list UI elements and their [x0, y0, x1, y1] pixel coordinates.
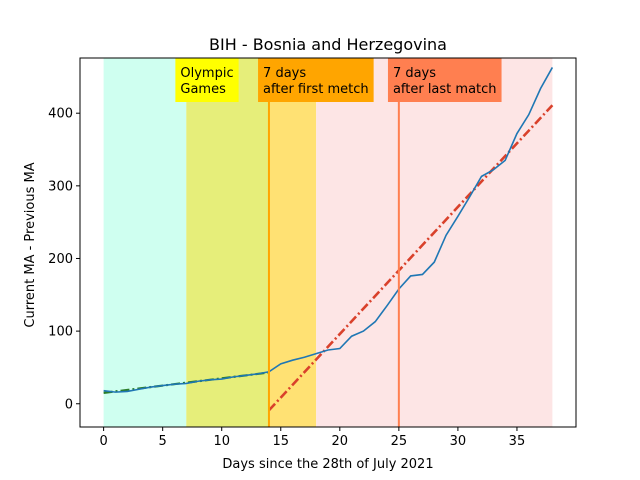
x-axis-label: Days since the 28th of July 2021 — [222, 457, 433, 472]
plot-frame — [79, 57, 577, 428]
y-tick-label: 300 — [48, 179, 73, 194]
x-tick-label: 5 — [159, 434, 167, 449]
band-3 — [316, 58, 553, 427]
y-tick-label: 200 — [48, 252, 73, 267]
y-axis-label: Current MA - Previous MA — [23, 162, 38, 327]
x-tick-label: 25 — [391, 434, 408, 449]
x-tick-label: 35 — [509, 434, 526, 449]
y-tick-label: 100 — [48, 325, 73, 340]
annotation-2-line-0: 7 days — [393, 66, 436, 81]
x-tick-label: 20 — [332, 434, 349, 449]
chart-title: BIH - Bosnia and Herzegovina — [209, 35, 447, 54]
y-tick-label: 0 — [65, 397, 73, 412]
x-tick-label: 30 — [450, 434, 467, 449]
y-tick-label: 400 — [48, 107, 73, 122]
data-series — [103, 67, 554, 393]
annotation-0-line-0: Olympic — [180, 66, 233, 81]
background-bands — [103, 58, 553, 427]
band-1 — [186, 58, 269, 427]
band-0 — [103, 58, 187, 427]
y-axis-ticks: 0 100 200 300 400 — [48, 107, 80, 412]
x-tick-label: 15 — [272, 434, 289, 449]
series-line — [103, 67, 554, 393]
x-axis-ticks: 0 5 10 15 20 25 30 35 — [99, 427, 525, 449]
annotation-1-box — [258, 58, 374, 102]
annotation-0-line-1: Games — [180, 82, 226, 97]
event-lines — [267, 58, 400, 427]
x-tick-label: 0 — [99, 434, 107, 449]
x-tick-label: 10 — [213, 434, 230, 449]
annotation-1-line-1: after first metch — [263, 82, 369, 97]
band-2 — [268, 58, 317, 427]
annotation-2-box — [387, 58, 502, 102]
annotation-0-box — [175, 58, 239, 102]
annotation-1-line-0: 7 days — [263, 66, 306, 81]
fit-line-fit-late — [267, 104, 554, 412]
annotation-2-line-1: after last match — [393, 82, 497, 97]
